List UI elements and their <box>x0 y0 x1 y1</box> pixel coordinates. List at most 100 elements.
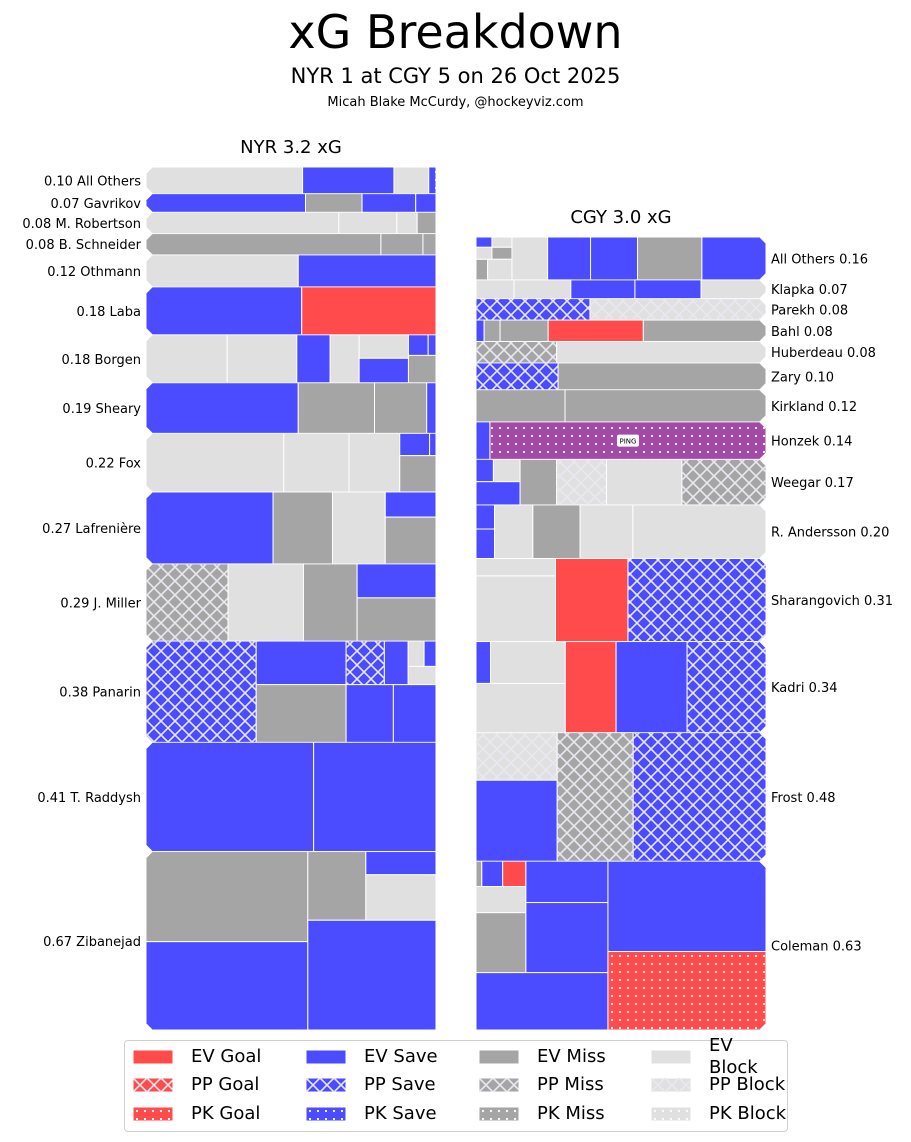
shot-cell-ev-goal <box>564 641 617 733</box>
legend-item-pk-block: PK Block <box>651 1101 786 1127</box>
player-row-frost: Frost 0.48 <box>476 732 836 862</box>
shot-cell-ev-miss <box>499 320 549 342</box>
shot-cell-ev-save <box>392 684 436 743</box>
legend-item-pk-save: PK Save <box>306 1101 437 1127</box>
shot-cell-ev-save <box>426 382 436 434</box>
shot-cell-ev-goal <box>554 558 629 642</box>
shot-cell-ev-miss <box>491 246 513 260</box>
legend-item-pp-save: PP Save <box>306 1072 436 1098</box>
shot-cell-pk-save <box>428 167 436 194</box>
shot-cell-ev-save <box>358 357 409 383</box>
shot-cell-ev-miss <box>302 563 358 642</box>
shot-cell-ev-block <box>227 563 304 642</box>
shot-cell-ev-save <box>146 491 274 564</box>
legend-item-pp-miss: PP Miss <box>479 1072 604 1098</box>
shot-cell-pp-save <box>345 641 385 686</box>
cgy-panel: All Others 0.16 Klapka 0.07 Parekh 0.08 Bah… <box>476 237 893 1030</box>
shot-cell-ev-save <box>701 237 766 280</box>
shot-cell-ev-miss <box>146 851 309 943</box>
shot-cell-ev-miss <box>564 389 766 422</box>
shot-cell-ev-save <box>476 504 496 530</box>
player-label: 0.08 B. Schneider <box>26 238 142 253</box>
shot-cell-ev-save <box>361 193 417 213</box>
shot-cell-ev-block <box>331 491 386 564</box>
shot-cell-ev-save <box>356 563 436 599</box>
shot-cell-ev-save <box>590 237 639 280</box>
shot-cell-ev-save <box>302 167 395 194</box>
chart-title: xG Breakdown <box>288 5 623 59</box>
shot-cell-ev-block <box>226 334 298 383</box>
shot-cell-pp-miss <box>681 459 766 505</box>
shot-cell-ev-block <box>407 665 436 686</box>
shot-cell-ev-block <box>146 212 340 234</box>
player-label: 0.29 J. Miller <box>60 596 141 611</box>
shot-cell-ev-miss <box>532 504 581 559</box>
shot-cell-ev-miss <box>374 382 428 434</box>
shot-cell-ev-miss <box>356 597 436 642</box>
player-row-sheary: 0.19 Sheary <box>62 382 436 434</box>
player-label: Kirkland 0.12 <box>771 400 857 415</box>
legend-swatch-fill <box>651 1050 691 1064</box>
nyr-panel-title: NYR 3.2 xG <box>240 137 342 158</box>
legend-item-pp-goal: PP Goal <box>133 1072 259 1098</box>
player-row-kirkland: Kirkland 0.12 <box>476 389 857 422</box>
shot-cell-ev-save <box>525 902 609 974</box>
shot-cell-ev-save <box>634 279 702 299</box>
shot-cell-ev-block <box>700 279 766 299</box>
legend-label: PK Save <box>364 1103 437 1124</box>
shot-cell-ev-miss <box>416 212 436 234</box>
legend-swatch <box>479 1050 519 1064</box>
shot-cell-ev-block <box>338 212 398 234</box>
shot-cell-ev-save <box>383 641 409 686</box>
shot-cell-pp-save <box>632 732 766 862</box>
legend-label: EV Goal <box>191 1046 262 1067</box>
shot-cell-ev-block <box>494 504 534 559</box>
legend-swatch-fill <box>479 1050 519 1064</box>
shot-cell-pp-miss <box>476 341 558 363</box>
legend-swatch <box>133 1050 173 1064</box>
player-label: Sharangovich 0.31 <box>771 594 893 609</box>
player-row-borgen: 0.18 Borgen <box>61 334 436 383</box>
shot-cell-pp-block <box>589 298 766 321</box>
shot-cell-ev-save <box>255 641 347 686</box>
player-row-huberdeau: Huberdeau 0.08 <box>476 341 876 363</box>
legend-swatch-fill <box>651 1107 691 1121</box>
shot-cell-ev-miss <box>476 258 489 280</box>
shot-cell-ev-miss <box>384 516 436 564</box>
player-row-othmann: 0.12 Othmann <box>47 254 436 287</box>
player-label: 0.12 Othmann <box>47 265 141 280</box>
legend-swatch <box>651 1107 691 1121</box>
shot-cell-ev-goal <box>547 320 644 342</box>
player-row-laba: 0.18 Laba <box>76 286 436 335</box>
shot-cell-ev-save <box>146 941 309 1030</box>
shot-cell-ev-miss <box>380 233 424 255</box>
shot-cell-ev-save <box>415 193 436 213</box>
shot-cell-ev-goal <box>301 286 436 335</box>
shot-cell-ev-save <box>476 481 521 505</box>
shot-cell-ev-save <box>607 861 766 953</box>
shot-cell-ev-block <box>491 237 513 248</box>
shot-cell-ev-save <box>615 641 688 733</box>
shot-cell-ev-save <box>525 861 609 904</box>
shot-cell-ev-save <box>365 851 436 876</box>
player-label: 0.22 Fox <box>86 457 142 472</box>
legend-label: PK Goal <box>191 1103 261 1124</box>
player-row-m-robertson: 0.08 M. Robertson <box>22 212 436 234</box>
legend-swatch <box>479 1078 519 1092</box>
shot-cell-pp-save <box>146 641 257 743</box>
shot-cell-pp-save <box>476 298 591 321</box>
player-row-zary: Zary 0.10 <box>476 362 834 390</box>
player-row-bahl: Bahl 0.08 <box>476 320 833 342</box>
legend-swatch-fill <box>306 1078 346 1092</box>
shot-cell-pp-miss <box>556 732 634 862</box>
shot-cell-ev-block <box>146 254 299 287</box>
shot-cell-ev-block <box>283 433 350 492</box>
legend-label: PP Block <box>709 1074 786 1095</box>
shot-cell-pp-save <box>627 558 766 642</box>
legend-item-ev-save: EV Save <box>306 1044 438 1070</box>
shot-cell-ev-block <box>348 433 401 492</box>
shot-cell-ev-save <box>570 279 636 299</box>
shot-cell-ev-save <box>476 972 609 1030</box>
shot-cell-ev-block <box>476 682 566 733</box>
